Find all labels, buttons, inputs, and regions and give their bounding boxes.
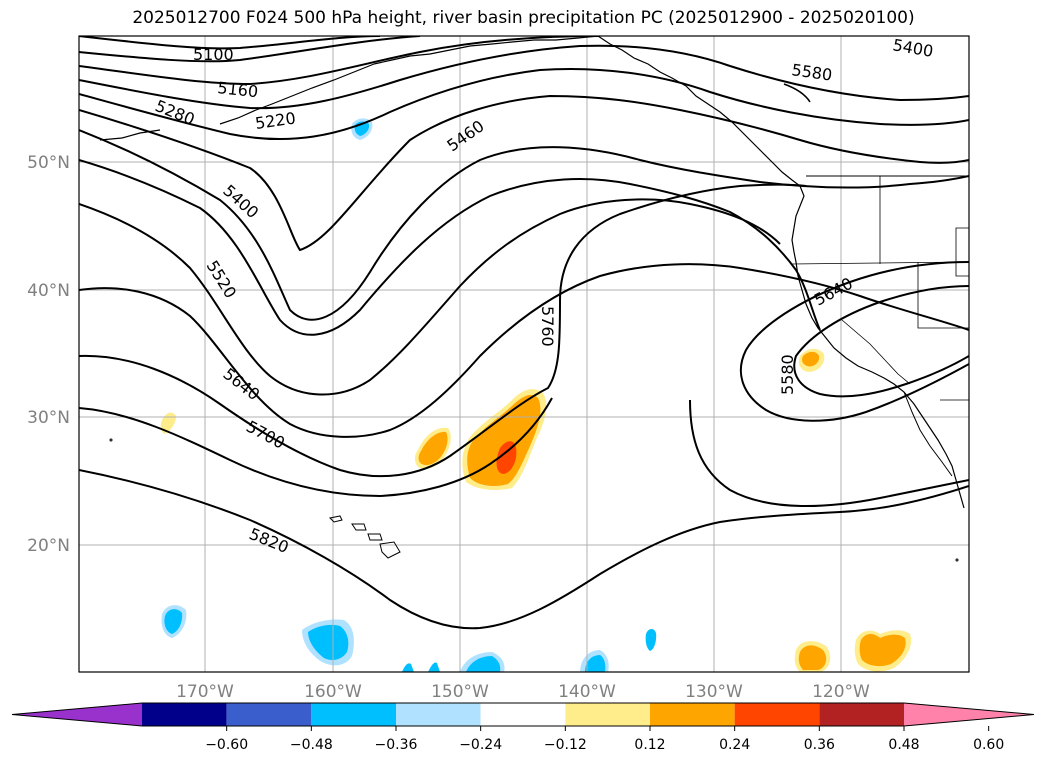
- contour-label: 5640: [811, 274, 856, 310]
- lon-label: 150°W: [431, 682, 489, 702]
- colorbar-bin: [819, 703, 904, 726]
- colorbar-tick-label: −0.60: [205, 737, 248, 753]
- colorbar-tick-label: 0.60: [973, 737, 1004, 753]
- lon-label: 170°W: [176, 682, 234, 702]
- contour-label: 5760: [538, 306, 557, 347]
- colorbar-tick-label: −0.36: [375, 737, 418, 753]
- height-contours: [79, 36, 969, 630]
- contour-label: 5460: [443, 116, 487, 155]
- contour-labels: 5100 5160 5220 5280 5400 5400 5460 5520 …: [153, 35, 935, 557]
- lat-label: 30°N: [27, 408, 70, 428]
- colorbar-tick-label: −0.48: [290, 737, 333, 753]
- contour-label: 5400: [891, 35, 934, 61]
- lat-label: 20°N: [27, 536, 70, 556]
- colorbar-bin: [226, 703, 312, 726]
- contour-label: 5160: [217, 78, 259, 101]
- colorbar-bin: [396, 703, 481, 726]
- lon-label: 160°W: [304, 682, 362, 702]
- graticule: [79, 36, 969, 672]
- colorbar-bin: [904, 703, 1034, 726]
- lat-label: 40°N: [27, 281, 70, 301]
- lon-label: 130°W: [685, 682, 743, 702]
- colorbar-bin: [650, 703, 735, 726]
- contour-label: 5640: [220, 364, 264, 404]
- latitude-labels: 50°N 40°N 30°N 20°N: [27, 153, 70, 556]
- contour-label: 5100: [193, 45, 234, 64]
- map-frame: [78, 35, 970, 673]
- contour-label: 5700: [243, 417, 288, 453]
- colorbar-tick-label: 0.12: [634, 737, 665, 753]
- colorbar-tick-label: 0.36: [804, 737, 835, 753]
- colorbar-tick-label: 0.24: [719, 737, 750, 753]
- colorbar: −0.60 −0.48 −0.36 −0.24 −0.12 0.12 0.24 0.36 0.4…: [11, 702, 1035, 753]
- colorbar-bin: [311, 703, 396, 726]
- precipitation-shading: [160, 118, 912, 672]
- colorbar-bin: [480, 703, 566, 726]
- lon-label: 140°W: [558, 682, 616, 702]
- colorbar-outline: [11, 702, 1035, 727]
- contour-label: 5580: [778, 354, 797, 395]
- longitude-labels: 170°W 160°W 150°W 140°W 130°W 120°W: [176, 682, 870, 702]
- colorbar-bin: [142, 703, 227, 726]
- contour-label: 5220: [254, 108, 297, 132]
- colorbar-tick-label: −0.12: [544, 737, 587, 753]
- colorbar-bin: [734, 703, 820, 726]
- lat-label: 50°N: [27, 153, 70, 173]
- map-title: 2025012700 F024 500 hPa height, river ba…: [132, 8, 915, 28]
- contour-label: 5580: [790, 60, 833, 84]
- contour-label: 5400: [219, 181, 262, 222]
- colorbar-tick-label: 0.48: [888, 737, 919, 753]
- contour-label: 5520: [203, 257, 241, 302]
- lon-label: 120°W: [812, 682, 870, 702]
- colorbar-bin: [12, 703, 142, 726]
- colorbar-bin: [565, 703, 650, 726]
- colorbar-tick-label: −0.24: [459, 737, 502, 753]
